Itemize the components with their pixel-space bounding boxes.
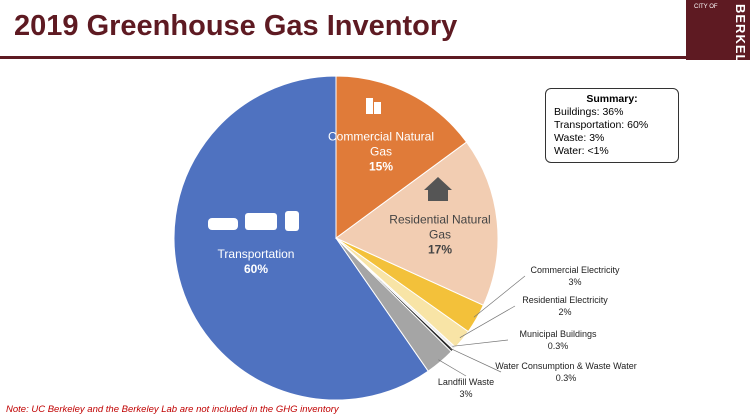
value-label: 15%: [368, 159, 394, 174]
logo-top: CITY OF: [694, 4, 718, 10]
category-label: Commercial Natural Gas: [327, 129, 435, 159]
header-rule: [0, 56, 750, 59]
house-icon: [424, 177, 452, 201]
value-label: 17%: [427, 242, 453, 257]
car-icon: [208, 218, 238, 230]
category-label: Transportation: [217, 247, 295, 261]
summary-title: Summary:: [586, 93, 638, 105]
pie-slice: [335, 75, 468, 239]
slide-title: 2019 Greenhouse Gas Inventory: [14, 10, 458, 42]
category-label: Commercial Electricity: [530, 265, 620, 275]
slice-label: Transportation 60%: [196, 247, 316, 277]
leader-line: [438, 359, 467, 377]
category-label: Municipal Buildings: [519, 329, 597, 339]
summary-box: Summary: Buildings: 36% Transportation: 6…: [545, 88, 679, 163]
slice-label: Commercial Electricity 3%: [505, 264, 645, 288]
leader-line: [450, 348, 502, 373]
leader-line: [452, 339, 509, 347]
summary-line: Transportation: 60%: [554, 119, 649, 131]
leader-line: [459, 305, 516, 338]
building-icon: [366, 98, 373, 114]
category-label: Residential Natural Gas: [389, 212, 491, 242]
leader-line: [473, 275, 526, 318]
footnote: Note: UC Berkeley and the Berkeley Lab a…: [6, 404, 339, 415]
logo-main: BERKELEY: [733, 4, 748, 83]
category-label: Landfill Waste: [437, 377, 495, 387]
slice-label: Residential Electricity 2%: [495, 294, 635, 318]
pie-slice: [335, 141, 499, 306]
slice-label: Water Consumption & Waste Water 0.3%: [481, 360, 651, 384]
summary-line: Water: <1%: [554, 145, 609, 157]
value-label: 2%: [558, 307, 572, 317]
logo: CITY OF BERKELEY: [686, 0, 750, 83]
category-label: Residential Electricity: [522, 295, 608, 305]
icons: [208, 98, 452, 231]
building-icon: [374, 102, 381, 114]
value-label: 3%: [459, 389, 473, 399]
value-label: 3%: [568, 277, 582, 287]
slice-label: Municipal Buildings 0.3%: [488, 328, 628, 352]
summary-line: Waste: 3%: [554, 132, 605, 144]
slice-label: Landfill Waste 3%: [421, 376, 511, 400]
value-label: 60%: [243, 262, 269, 276]
value-label: 0.3%: [555, 373, 577, 383]
summary-line: Buildings: 36%: [554, 106, 624, 118]
train-icon: [285, 211, 299, 231]
slice-label: Residential Natural Gas 17%: [385, 213, 495, 258]
category-label: Water Consumption & Waste Water: [495, 361, 637, 371]
pie-slice: [173, 75, 429, 401]
bus-icon: [245, 213, 277, 230]
value-label: 0.3%: [547, 341, 569, 351]
slice-label: Commercial Natural Gas 15%: [326, 130, 436, 175]
